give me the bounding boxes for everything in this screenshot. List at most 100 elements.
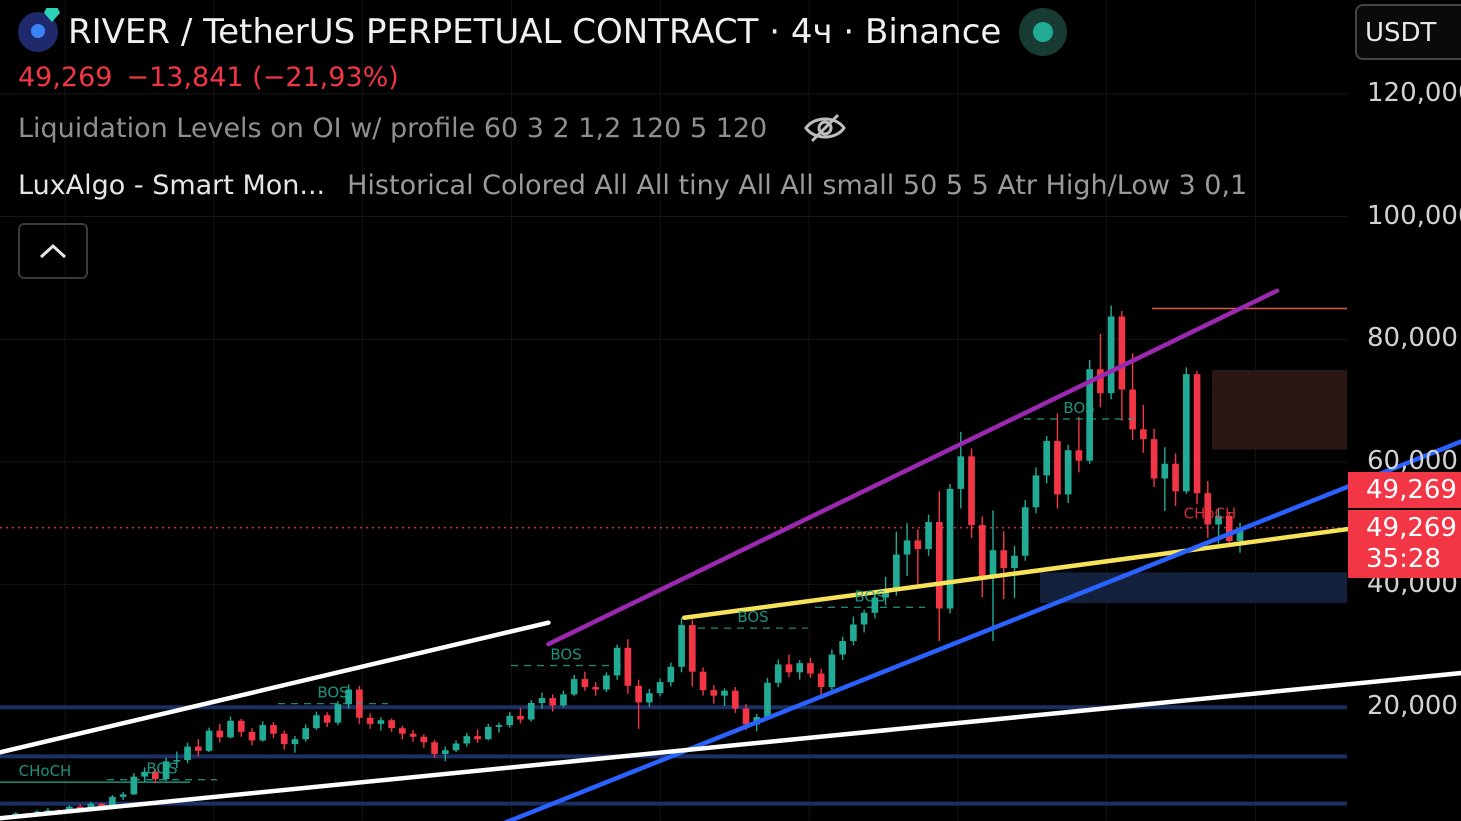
river-logo-icon	[18, 8, 60, 52]
candle-body	[1107, 316, 1115, 394]
candle-body	[946, 488, 954, 609]
candle-body	[130, 776, 138, 795]
last-price: 49,269	[18, 62, 113, 93]
candle-body	[817, 673, 825, 688]
structure-label: BOS	[854, 587, 885, 605]
candle-body	[978, 525, 986, 577]
candle-body	[76, 806, 84, 810]
candle-body	[1204, 493, 1212, 525]
candle-body	[420, 736, 428, 743]
candle-body	[957, 456, 965, 489]
candle-body	[302, 728, 310, 740]
candle-body	[721, 690, 728, 696]
close-price-label: 49,269	[1366, 513, 1457, 543]
indicator-2-name: LuxAlgo - Smart Mon...	[18, 170, 326, 201]
candle-body	[345, 689, 352, 705]
candle-body	[248, 731, 256, 741]
candle-body	[624, 647, 632, 686]
candle-body	[1172, 463, 1179, 492]
structure-label: BOS	[737, 608, 768, 626]
candle-body	[1215, 515, 1222, 525]
candle-body	[1021, 507, 1029, 556]
candle-body	[291, 739, 299, 745]
candle-body	[194, 746, 202, 751]
candle-body	[216, 730, 224, 738]
candle-body	[613, 647, 621, 676]
candle-body	[119, 794, 127, 797]
candle-body	[1097, 369, 1104, 394]
zone-supply	[1212, 369, 1347, 450]
indicator-smart-money[interactable]: LuxAlgo - Smart Mon... Historical Colore…	[18, 170, 1247, 201]
candle-body	[1150, 439, 1158, 479]
candle-body	[581, 679, 589, 688]
y-tick-label: 120,000	[1367, 77, 1461, 108]
candle-body	[280, 733, 288, 745]
candle-body	[785, 664, 793, 673]
candle-body	[1225, 515, 1233, 542]
collapse-legend-button[interactable]	[18, 223, 88, 279]
candle-body	[377, 720, 385, 724]
trendline-blue-support[interactable]	[487, 431, 1461, 821]
candle-body	[925, 522, 932, 550]
candle-body	[1032, 475, 1040, 508]
candle-body	[323, 715, 331, 723]
trendline-purple-channel[interactable]	[546, 288, 1280, 647]
candle-body	[441, 750, 449, 754]
candles	[1, 305, 1244, 819]
candle-body	[538, 698, 546, 704]
candle-body	[742, 708, 750, 725]
symbol-header: RIVER / TetherUS PERPETUAL CONTRACT · 4ч…	[18, 8, 1068, 56]
candle-body	[935, 522, 943, 609]
candle-body	[98, 803, 105, 807]
candle-body	[1054, 441, 1061, 495]
candle-body	[710, 690, 718, 696]
candle-body	[184, 746, 191, 761]
candle-body	[1064, 450, 1072, 495]
indicator-2-params: Historical Colored All All tiny All All …	[347, 170, 1248, 201]
last-price-tag: 49,269	[1348, 472, 1461, 508]
y-tick-label: 20,000	[1367, 691, 1458, 722]
candle-body	[1236, 527, 1244, 542]
eye-off-icon[interactable]	[803, 112, 847, 144]
candle-body	[549, 698, 557, 706]
candle-body	[903, 540, 911, 555]
structure-label: BOS	[317, 684, 348, 702]
candle-body	[44, 810, 52, 812]
candle-body	[495, 725, 503, 727]
candle-body	[1129, 389, 1136, 430]
candle-body	[968, 456, 975, 526]
trendline-yellow-trend[interactable]	[682, 514, 1440, 620]
y-tick-label: 80,000	[1367, 323, 1458, 354]
candle-body	[484, 726, 492, 740]
candle-body	[1011, 555, 1018, 569]
candle-body	[109, 796, 116, 807]
candle-body	[431, 742, 438, 754]
candle-body	[688, 625, 696, 672]
candle-body	[1161, 463, 1169, 479]
candle-body	[1193, 374, 1201, 494]
candle-body	[227, 720, 234, 738]
price-summary: 49,269 −13,841 (−21,93%)	[18, 62, 399, 93]
y-tick-label: 100,000	[1367, 200, 1461, 231]
candle-body	[527, 703, 535, 720]
candle-body	[839, 641, 846, 655]
candle-body	[603, 675, 610, 690]
structure-label: BOS	[146, 760, 177, 778]
currency-selector[interactable]: USDT	[1355, 4, 1461, 60]
candle-body	[463, 736, 471, 744]
candle-body	[388, 720, 395, 729]
trendline-white-upper[interactable]	[0, 620, 551, 769]
candle-body	[764, 682, 771, 718]
candle-body	[560, 694, 567, 706]
candle-body	[850, 624, 857, 642]
candle-body	[259, 725, 267, 741]
candle-body	[646, 693, 653, 703]
candle-body	[1118, 316, 1126, 390]
market-status-icon[interactable]	[1019, 8, 1068, 56]
symbol-title[interactable]: RIVER / TetherUS PERPETUAL CONTRACT · 4ч…	[68, 12, 1002, 52]
indicator-liquidation-levels[interactable]: Liquidation Levels on OI w/ profile 60 3…	[18, 112, 847, 144]
trendline-white-lower[interactable]	[0, 670, 1461, 821]
trendlines[interactable]	[0, 288, 1461, 821]
candle-body	[452, 743, 460, 751]
